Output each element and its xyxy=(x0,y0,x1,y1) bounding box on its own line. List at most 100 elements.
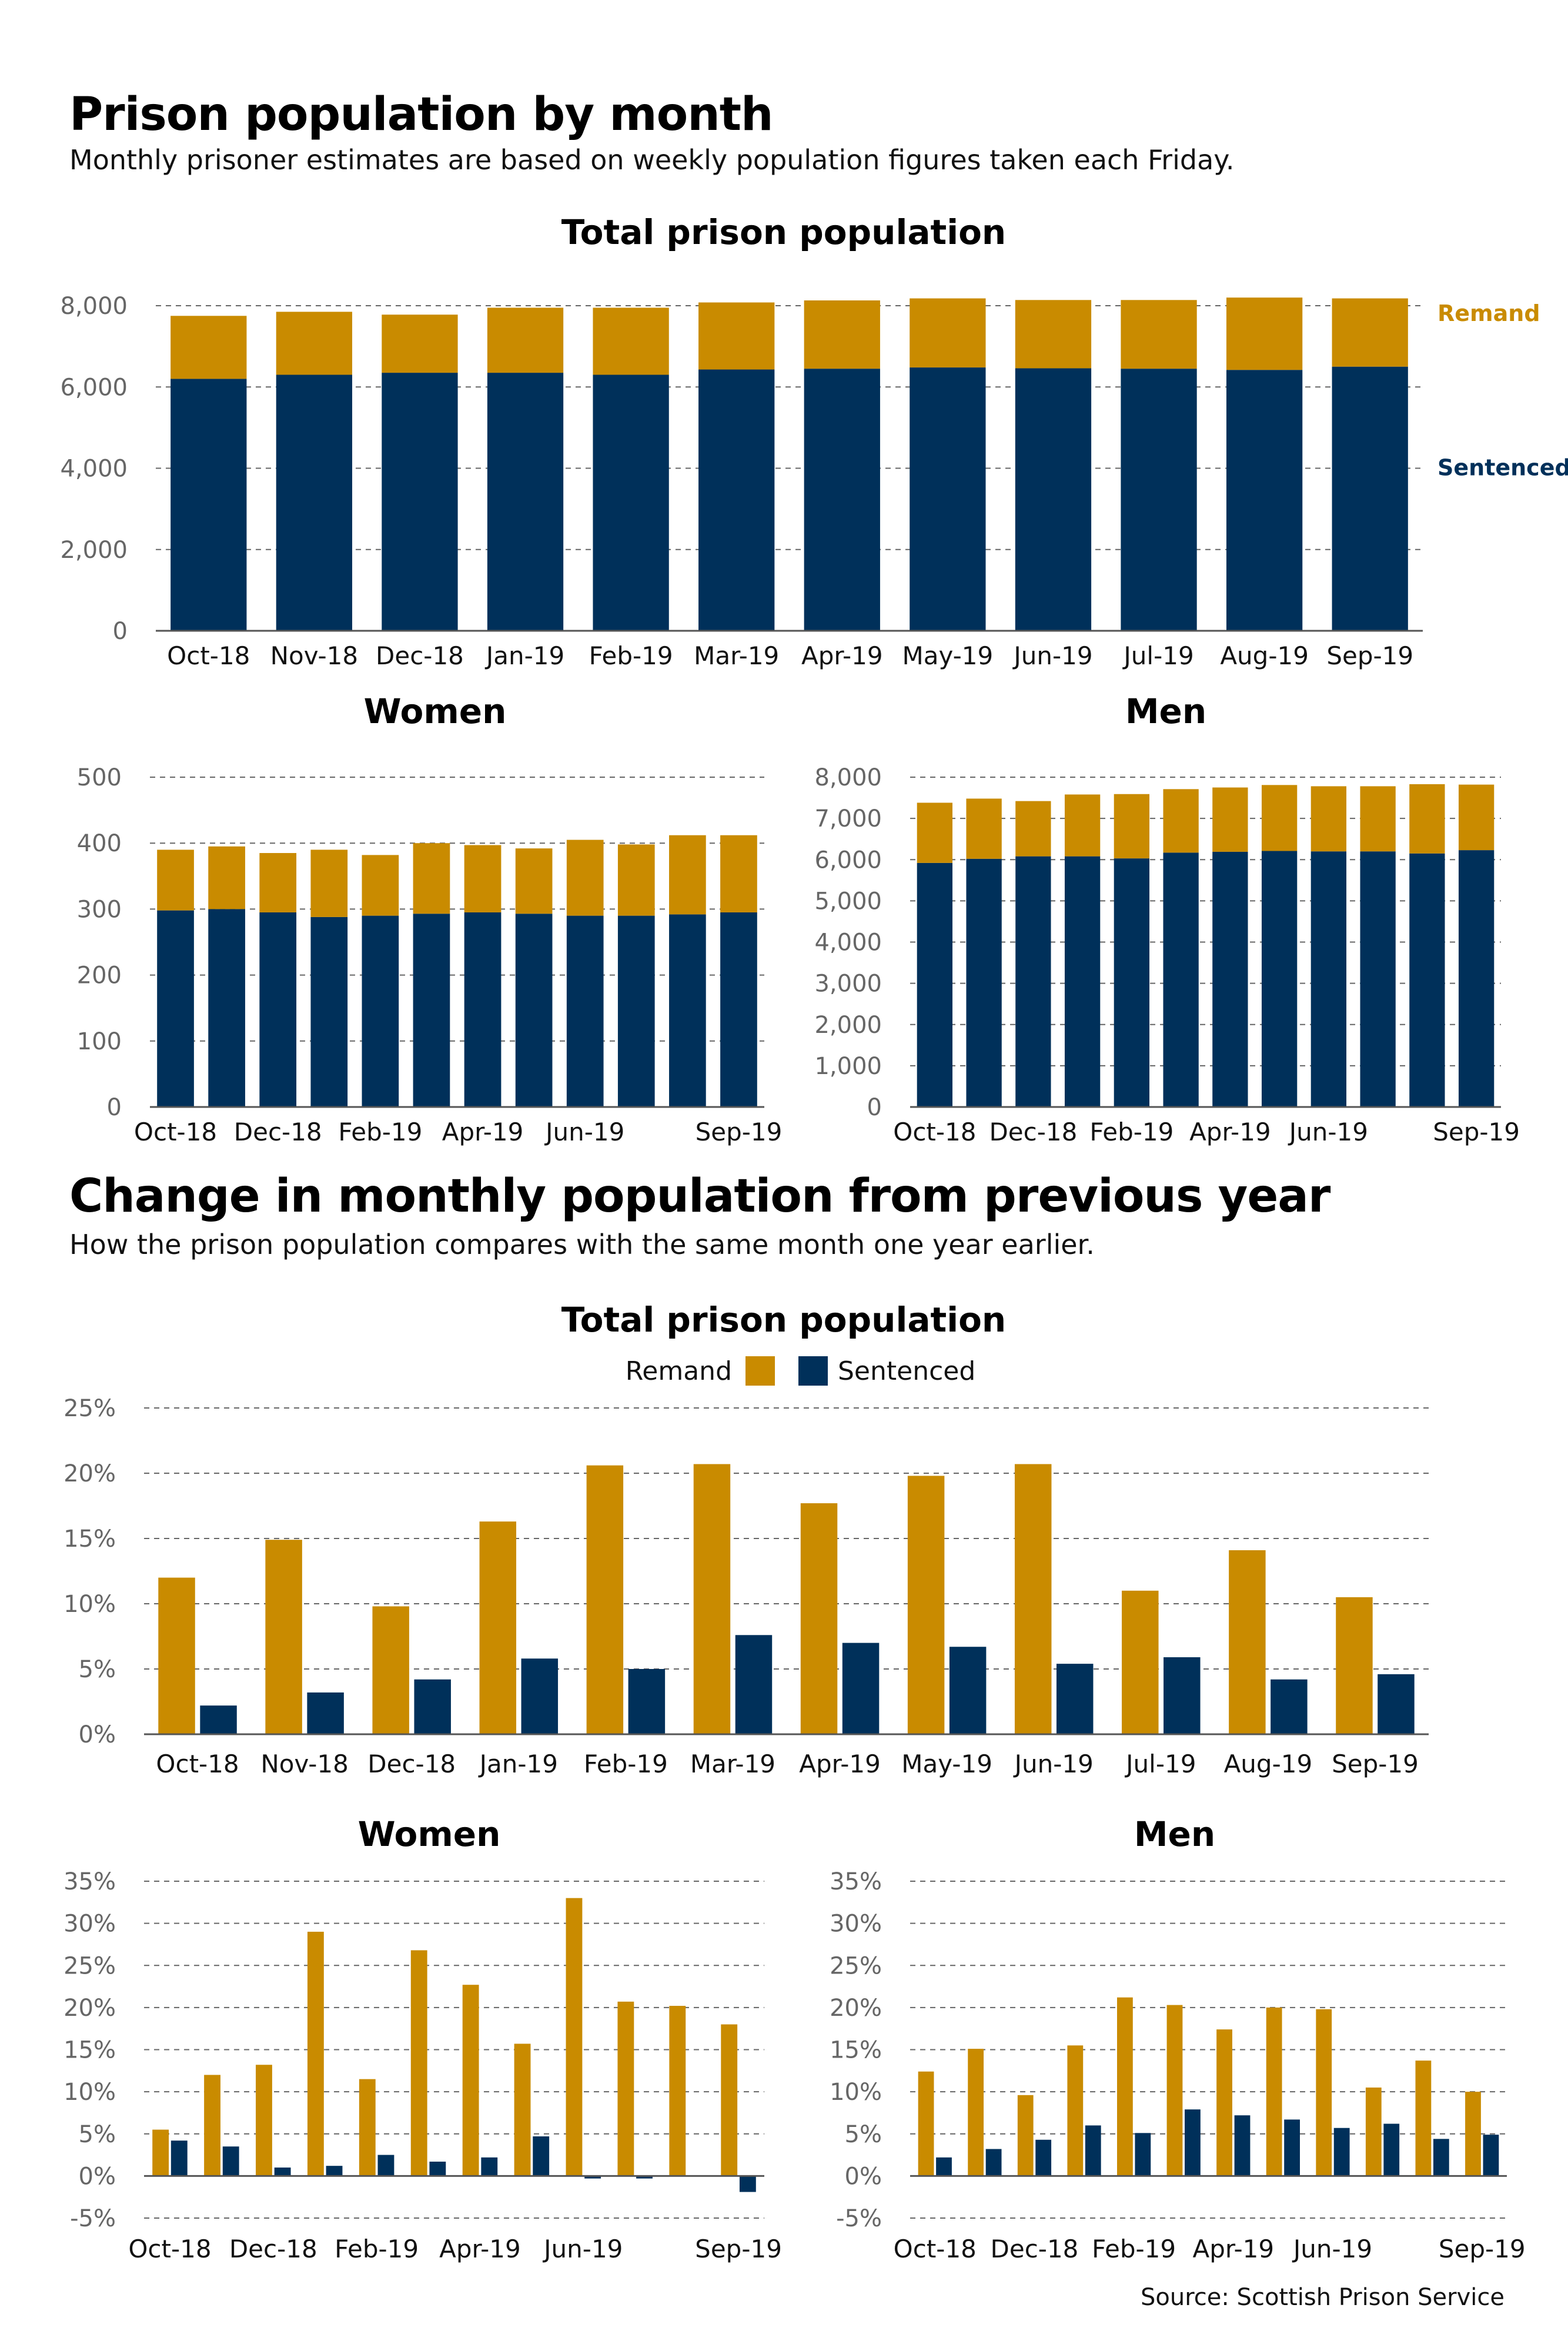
bar-sentenced xyxy=(481,2157,498,2176)
x-tick-label: Jun-19 xyxy=(1292,2235,1372,2263)
bar-remand xyxy=(362,855,399,916)
x-tick-label: Apr-19 xyxy=(799,1750,881,1778)
bar-remand xyxy=(1064,794,1101,857)
bar-sentenced xyxy=(1226,370,1303,631)
bar-sentenced xyxy=(429,2162,446,2176)
x-tick-label: Sep-19 xyxy=(1433,1118,1520,1146)
bar-remand xyxy=(1067,2045,1084,2176)
bar-sentenced xyxy=(1035,2139,1052,2176)
bar-sentenced xyxy=(1056,1664,1094,1734)
y-tick-label: 0% xyxy=(79,1721,116,1748)
bar-sentenced xyxy=(804,369,880,631)
bar-sentenced xyxy=(1333,2128,1350,2176)
bar-remand xyxy=(1336,1597,1373,1734)
bar-sentenced xyxy=(584,2176,601,2179)
y-tick-label: 5% xyxy=(79,2121,116,2148)
bar-remand xyxy=(1017,2095,1034,2176)
chart-women-population: Women 0 100 200 300 400 500 Oct-18 Dec-18 Feb-19 A… xyxy=(77,691,783,1146)
bar-remand xyxy=(593,307,669,375)
bar-sentenced xyxy=(1234,2115,1251,2176)
bar-sentenced xyxy=(1163,852,1199,1107)
x-tick-label: Mar-19 xyxy=(694,641,779,670)
source-note: Source: Scottish Prison Service xyxy=(1140,2284,1505,2311)
bar-remand xyxy=(158,1577,195,1734)
x-tick-label: Feb-19 xyxy=(1089,1118,1174,1146)
bar-remand xyxy=(1117,1997,1133,2176)
chart-men-change: Men -5% 0% 5% 10% 15% 20% 25% 30% 35% Oct-18 Dec-18… xyxy=(830,1814,1526,2263)
bar-remand xyxy=(1163,789,1199,853)
bar-sentenced xyxy=(208,909,245,1107)
bar-remand xyxy=(208,846,245,909)
bar-sentenced xyxy=(487,373,564,631)
bar-sentenced xyxy=(1261,851,1298,1107)
bar-remand xyxy=(152,2129,169,2176)
bar-sentenced xyxy=(377,2155,394,2176)
bar-remand xyxy=(698,302,775,370)
bar-remand xyxy=(1415,2061,1432,2176)
bar-remand xyxy=(586,1465,624,1734)
bar-remand xyxy=(910,298,986,368)
x-tick-label: Nov-18 xyxy=(260,1750,348,1778)
x-tick-label: Jun-19 xyxy=(542,2235,623,2263)
bar-remand xyxy=(515,848,553,914)
x-tick-label: Sep-19 xyxy=(1439,2235,1526,2263)
x-tick-label: Sep-19 xyxy=(1332,1750,1419,1778)
bar-remand xyxy=(410,1950,427,2176)
legend-label-sentenced: Sentenced xyxy=(838,1356,975,1386)
bar-remand xyxy=(487,307,564,373)
bar-sentenced xyxy=(200,1705,237,1734)
bar-remand xyxy=(617,2001,634,2176)
y-tick-label: 10% xyxy=(63,1591,116,1618)
x-tick-label: Jul-19 xyxy=(1122,641,1193,670)
bar-remand xyxy=(720,835,757,913)
y-tick-label: 0% xyxy=(845,2163,882,2190)
bar-sentenced xyxy=(917,862,953,1107)
bar-sentenced xyxy=(593,374,669,631)
bar-sentenced xyxy=(1383,2123,1400,2176)
y-tick-label: 7,000 xyxy=(814,805,882,832)
bar-remand xyxy=(1365,2087,1382,2176)
bar-sentenced xyxy=(362,915,399,1107)
bar-sentenced xyxy=(157,910,194,1107)
chart-total-change: Total prison population 0% 5% 10% 15% 20% 25% O… xyxy=(63,1300,1429,1778)
bar-remand xyxy=(1121,300,1197,369)
x-tick-label: Dec-18 xyxy=(234,1118,322,1146)
y-tick-label: 400 xyxy=(77,830,122,857)
y-tick-label: 300 xyxy=(77,896,122,923)
legend-swatch-remand xyxy=(745,1356,775,1386)
x-tick-label: Feb-19 xyxy=(335,2235,419,2263)
bar-sentenced xyxy=(1378,1674,1415,1734)
y-tick-label: 1,000 xyxy=(814,1053,882,1080)
bar-sentenced xyxy=(310,917,348,1107)
bar-sentenced xyxy=(521,1658,559,1734)
x-tick-label: May-19 xyxy=(901,1750,992,1778)
bar-sentenced xyxy=(1284,2119,1300,2176)
legend-label-sentenced: Sentenced xyxy=(1437,455,1568,481)
bar-remand xyxy=(918,2071,934,2176)
x-tick-label: Aug-19 xyxy=(1220,641,1309,670)
x-tick-label: Oct-18 xyxy=(156,1750,239,1778)
x-tick-label: Feb-19 xyxy=(589,641,673,670)
y-tick-label: 0% xyxy=(79,2163,116,2190)
section-title-population: Prison population by month xyxy=(69,88,774,141)
bar-sentenced xyxy=(1409,853,1445,1107)
bar-remand xyxy=(157,849,194,911)
bar-remand xyxy=(669,835,706,915)
x-tick-label: Jun-19 xyxy=(1012,641,1092,670)
x-tick-label: Apr-19 xyxy=(1189,1118,1271,1146)
y-tick-label: -5% xyxy=(836,2205,882,2232)
bar-remand xyxy=(968,2049,984,2176)
chart-total-population: Total prison population 0 2,000 4,000 6,000 8… xyxy=(60,212,1568,670)
bar-sentenced xyxy=(1212,851,1248,1107)
bar-sentenced xyxy=(1015,368,1092,631)
bar-remand xyxy=(1458,784,1495,851)
bar-sentenced xyxy=(464,912,502,1107)
bar-sentenced xyxy=(1164,1657,1201,1734)
bar-sentenced xyxy=(515,914,553,1107)
bar-remand xyxy=(1216,2029,1232,2176)
y-tick-label: 25% xyxy=(830,1952,882,1979)
x-tick-label: Jun-19 xyxy=(1013,1750,1094,1778)
bar-remand xyxy=(462,1985,479,2176)
bar-sentenced xyxy=(276,374,353,631)
bar-sentenced xyxy=(669,914,706,1107)
